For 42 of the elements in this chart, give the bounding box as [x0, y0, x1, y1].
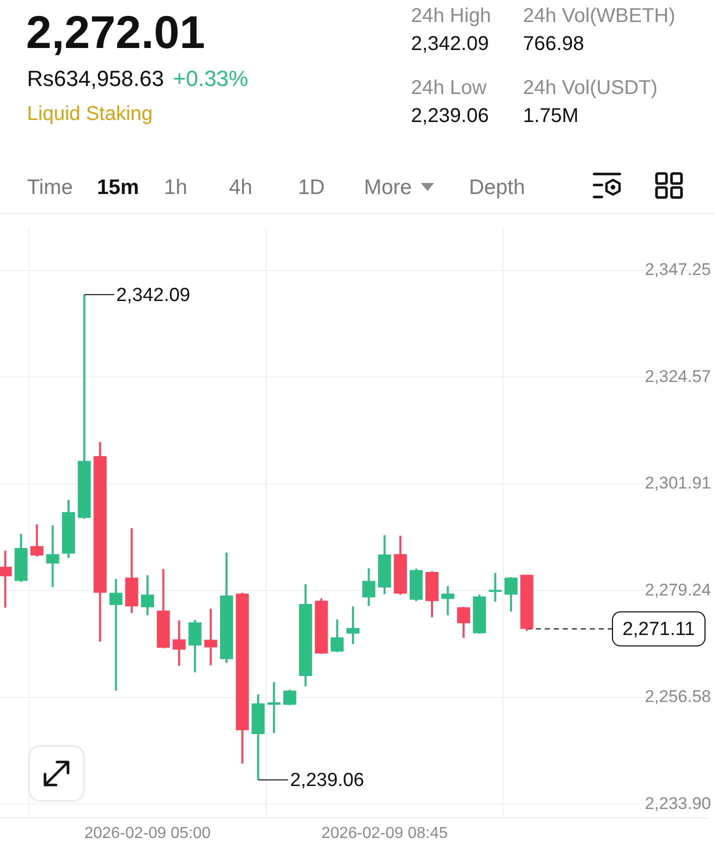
candlestick [204, 608, 218, 666]
text: Depth [469, 176, 526, 199]
annotation: 2,342.09 [116, 284, 190, 306]
text: +0.33% [173, 66, 248, 91]
text: 24h Vol(WBETH) [523, 5, 676, 28]
candlestick [267, 682, 280, 734]
text: Rs634,958.63 [27, 66, 164, 91]
text: 1h [164, 176, 188, 199]
text: 2,272.01 [26, 6, 206, 58]
y-tick-label: 2,347.25 [644, 260, 711, 280]
candlestick [0, 550, 12, 608]
y-tick-label: 2,279.24 [644, 580, 711, 600]
y-tick-label: 2,233.90 [644, 794, 711, 813]
y-tick-label: 2,256.58 [644, 687, 711, 706]
candlestick [30, 524, 44, 556]
candlestick [488, 572, 502, 602]
text: Time [27, 176, 73, 199]
text: 2,342.09 [411, 33, 489, 56]
annotation: 2,239.06 [290, 770, 364, 792]
text: 1.75M [523, 105, 579, 128]
candlestick [109, 579, 122, 691]
text: Liquid Staking [27, 103, 153, 126]
text: 15m [97, 176, 140, 199]
text: 24h Vol(USDT) [523, 77, 658, 100]
x-tick-label: 2026-02-09 05:00 [84, 824, 211, 842]
text: 766.98 [523, 33, 584, 56]
candlestick [46, 525, 60, 588]
candlestick [346, 606, 360, 644]
ref-line-label: 2,271.11 [622, 619, 696, 640]
candlestick [441, 586, 454, 616]
x-tick-label: 2026-02-09 08:45 [321, 824, 448, 842]
text: 24h High [411, 5, 492, 28]
y-tick-label: 2,324.57 [644, 366, 711, 386]
y-tick-label: 2,301.91 [644, 474, 711, 493]
text: More [364, 176, 412, 199]
candlestick [125, 528, 138, 613]
candlestick [78, 294, 91, 519]
text: 2,239.06 [411, 105, 489, 128]
candlestick [141, 575, 154, 616]
text: 1D [298, 176, 325, 199]
text: 4h [229, 176, 252, 199]
text: 24h Low [411, 77, 487, 100]
